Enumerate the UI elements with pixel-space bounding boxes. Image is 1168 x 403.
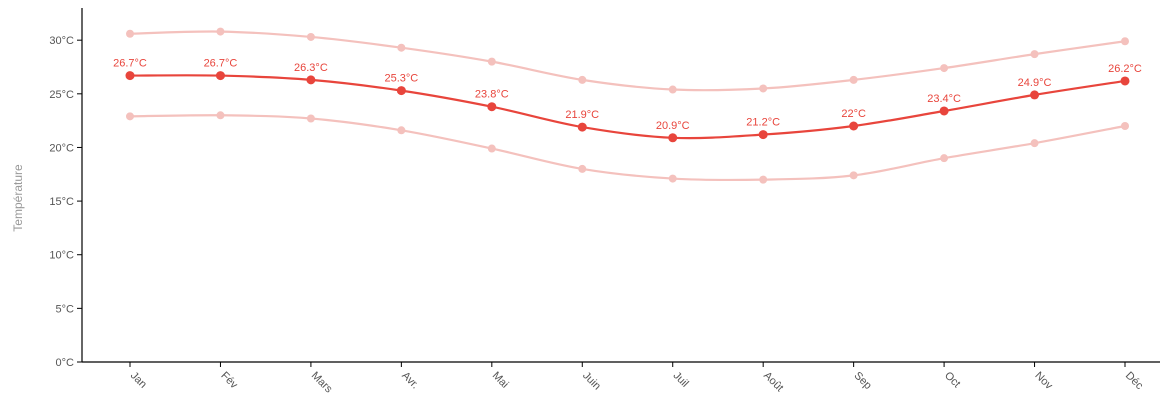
data-labels-layer: 26.7°C 26.7°C 26.3°C 25.3°C 23.8°C 21.9°C 20.9… [113, 58, 1142, 132]
data-point-mean [1120, 76, 1130, 86]
x-tick-label: Juin [580, 370, 603, 393]
data-point-max [578, 75, 587, 84]
data-label-mean: 21.2°C [746, 117, 780, 129]
data-point-max [306, 32, 315, 41]
x-tick-label: Avr. [399, 370, 421, 392]
data-point-max [668, 85, 677, 94]
data-label-mean: 21.9°C [565, 109, 599, 121]
x-tick-label: Août [761, 370, 785, 394]
y-tick-label: 25°C [49, 89, 74, 101]
data-point-max [1121, 37, 1129, 46]
x-tick-label: Nov [1032, 370, 1055, 393]
data-point-min [397, 126, 406, 135]
data-label-mean: 22°C [841, 108, 866, 120]
data-point-mean [668, 133, 678, 143]
x-tick-label: Mars [309, 370, 335, 396]
data-label-mean: 26.7°C [113, 58, 147, 70]
data-point-min [216, 111, 225, 120]
data-point-min [668, 174, 677, 183]
data-point-max [759, 84, 768, 93]
x-tick-label: Fév [218, 370, 240, 392]
data-point-mean [577, 122, 587, 132]
data-point-mean [758, 130, 768, 140]
y-tick-label: 10°C [49, 250, 74, 262]
data-point-mean [487, 102, 497, 112]
x-tick-label: Juil [671, 370, 691, 390]
data-point-mean [306, 75, 316, 85]
x-tick-label: Jan [128, 370, 149, 391]
data-point-min [306, 114, 315, 123]
data-point-min [849, 171, 858, 180]
data-point-mean [849, 121, 859, 131]
data-point-max [1030, 50, 1039, 59]
data-point-min [759, 175, 768, 184]
y-tick-label: 30°C [49, 35, 74, 47]
series-layer [125, 27, 1130, 184]
data-point-min [487, 144, 496, 153]
data-point-max [940, 64, 949, 73]
data-point-max [126, 29, 134, 38]
x-tick-label: Déc [1123, 370, 1146, 393]
data-point-max [397, 43, 406, 52]
data-label-mean: 26.7°C [204, 58, 238, 70]
data-label-mean: 25.3°C [384, 73, 418, 85]
x-tick-label: Mai [490, 370, 511, 391]
data-point-mean [939, 106, 949, 116]
series-line-min [129, 114, 1126, 182]
x-tick-label: Sep [852, 370, 874, 392]
y-tick-label: 0°C [56, 357, 75, 369]
data-label-mean: 23.4°C [927, 93, 961, 105]
data-point-mean [1030, 90, 1040, 100]
y-axis-title: Température [11, 164, 25, 232]
data-point-min [578, 164, 587, 173]
data-point-min [1030, 139, 1039, 148]
data-point-min [126, 112, 134, 121]
y-tick-label: 5°C [56, 303, 75, 315]
data-label-mean: 24.9°C [1018, 77, 1052, 89]
series-line-mean [129, 74, 1126, 140]
data-point-max [849, 75, 858, 84]
data-label-mean: 26.3°C [294, 62, 328, 74]
data-point-min [940, 154, 949, 163]
series-line-max [129, 30, 1126, 92]
data-label-mean: 26.2°C [1108, 63, 1142, 75]
data-point-min [1121, 122, 1129, 130]
y-tick-label: 20°C [49, 142, 74, 154]
data-label-mean: 23.8°C [475, 89, 509, 101]
x-tick-label: Oct [942, 370, 963, 391]
data-point-mean [396, 86, 406, 96]
data-point-mean [125, 71, 135, 81]
data-point-max [216, 27, 225, 36]
data-label-mean: 20.9°C [656, 120, 690, 132]
y-tick-label: 15°C [49, 196, 74, 208]
data-point-mean [215, 71, 225, 81]
data-point-max [487, 57, 496, 66]
